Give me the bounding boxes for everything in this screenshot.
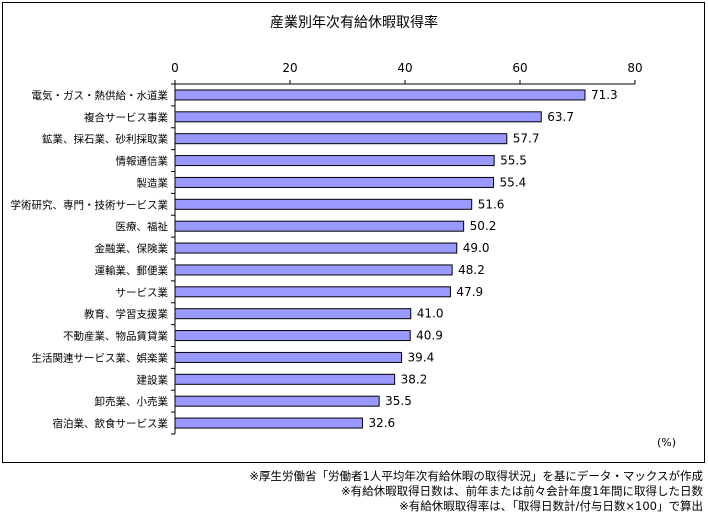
value-label: 38.2 [401,372,428,386]
note-source: ※厚生労働省「労働者1人平均年次有給休暇の取得状況」を基にデータ・マックスが作成 [249,469,703,483]
category-label: 電気・ガス・熱供給・水道業 [32,89,169,102]
bar [174,242,458,254]
bar [174,351,403,363]
x-tick-label: 80 [627,61,642,75]
bar [174,330,411,342]
bar [174,308,412,320]
value-label: 71.3 [591,88,618,102]
x-tick-label: 0 [171,61,179,75]
value-label: 39.4 [408,350,435,364]
category-label: 不動産業、物品賃貸業 [63,330,168,343]
bar [174,198,473,210]
bar [174,264,453,276]
chart-title: 産業別年次有給休暇取得率 [270,15,438,31]
category-label: 複合サービス事業 [84,111,168,124]
x-tick-label: 60 [512,61,527,75]
category-label: 運輸業、郵便業 [95,264,169,277]
value-label: 55.4 [500,175,527,189]
bar [174,133,508,145]
category-label: 教育、学習支援業 [84,308,168,321]
value-label: 57.7 [513,132,540,146]
value-label: 41.0 [417,307,444,321]
bar [174,417,363,429]
bar [174,373,396,385]
bar [174,220,465,232]
value-label: 49.0 [463,241,490,255]
category-label: 鉱業、採石業、砂利採取業 [42,133,168,146]
note-rate: ※有給休暇取得率は、「取得日数計/付与日数×100」で算出 [399,499,703,513]
category-label: 製造業 [137,176,169,189]
value-label: 32.6 [368,416,395,430]
value-label: 40.9 [416,329,443,343]
value-label: 51.6 [478,197,505,211]
value-label: 47.9 [456,285,483,299]
bar [174,176,495,188]
x-tick-label: 20 [282,61,297,75]
value-label: 35.5 [385,394,412,408]
unit-label: (%) [657,436,677,449]
category-label: 卸売業、小売業 [95,395,169,408]
value-label: 55.5 [500,154,527,168]
bar [174,89,586,101]
bar [174,155,495,167]
value-label: 48.2 [458,263,485,277]
chart-frame [2,2,705,463]
bar [174,111,542,123]
bar [174,286,451,298]
category-label: 医療、福祉 [116,220,169,233]
bar [174,395,380,407]
value-label: 63.7 [547,110,574,124]
category-label: 建設業 [137,373,169,386]
x-tick-label: 40 [397,61,412,75]
category-label: 金融業、保険業 [95,242,169,255]
value-label: 50.2 [470,219,497,233]
category-label: 情報通信業 [116,155,169,168]
category-label: サービス業 [116,286,169,299]
note-days: ※有給休暇取得日数は、前年または前々会計年度1年間に取得した日数 [341,484,703,498]
category-label: 生活関連サービス業、娯楽業 [32,351,169,364]
category-label: 学術研究、専門・技術サービス業 [11,198,169,211]
category-label: 宿泊業、飲食サービス業 [53,417,169,430]
